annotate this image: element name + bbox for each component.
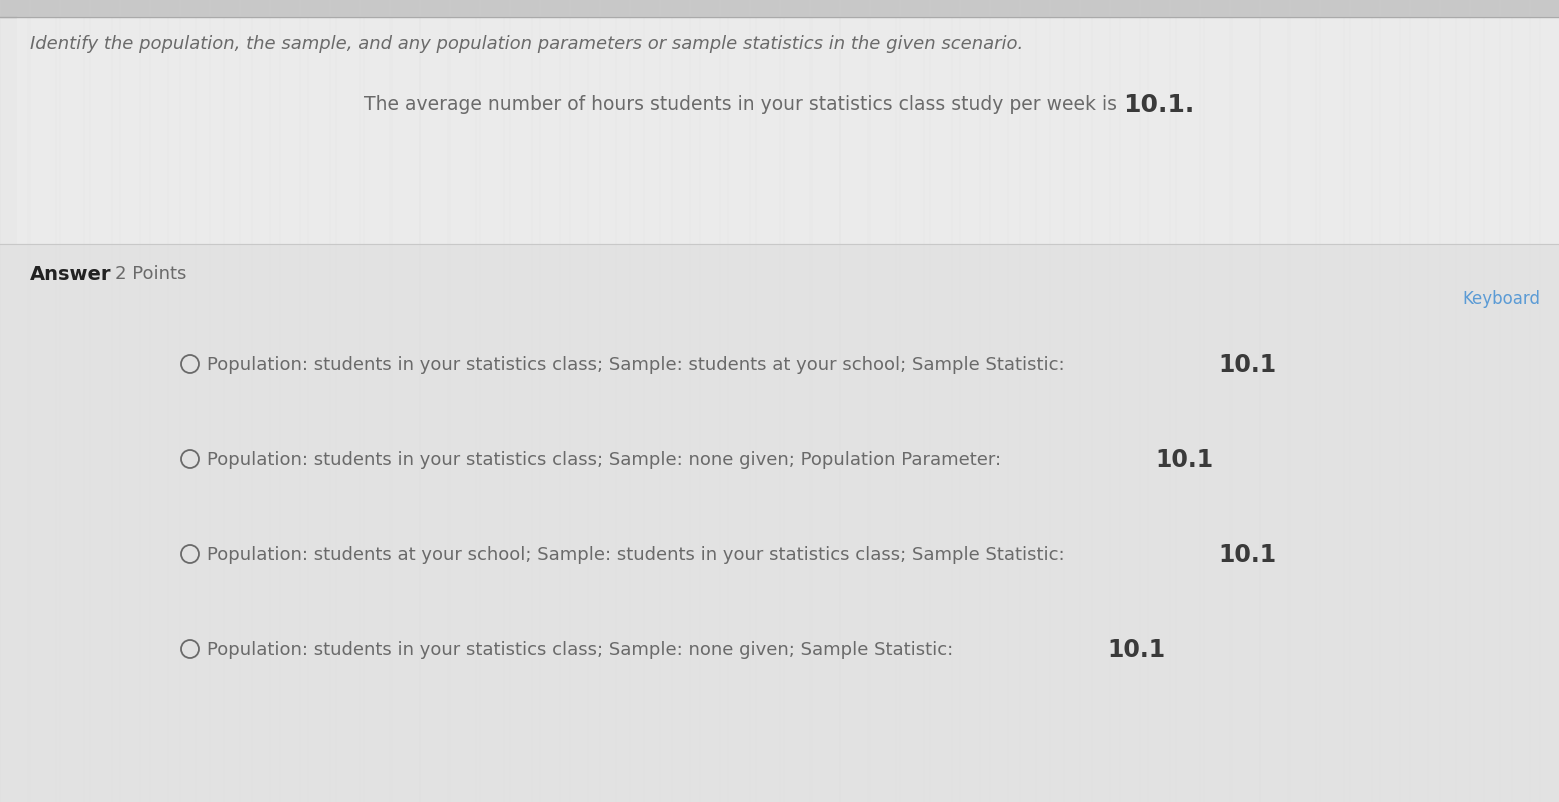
Bar — [0, 245, 1559, 802]
Text: Identify the population, the sample, and any population parameters or sample sta: Identify the population, the sample, and… — [30, 35, 1023, 53]
Text: Population: students in your statistics class; Sample: none given; Population Pa: Population: students in your statistics … — [207, 451, 1007, 468]
Text: The average number of hours students in your statistics class study per week is: The average number of hours students in … — [363, 95, 1122, 115]
Text: Population: students in your statistics class; Sample: none given; Sample Statis: Population: students in your statistics … — [207, 640, 959, 658]
Text: Population: students in your statistics class; Sample: students at your school; : Population: students in your statistics … — [207, 355, 1071, 374]
Text: 2 Points: 2 Points — [115, 265, 187, 282]
Text: 10.1: 10.1 — [1219, 542, 1277, 566]
Text: 10.1: 10.1 — [1107, 638, 1166, 661]
Bar — [0, 0, 1559, 18]
Text: 10.1: 10.1 — [1155, 448, 1213, 472]
Text: 10.1.: 10.1. — [1122, 93, 1194, 117]
Bar — [17, 18, 1559, 245]
Text: Population: students at your school; Sample: students in your statistics class; : Population: students at your school; Sam… — [207, 545, 1071, 563]
Text: 10.1: 10.1 — [1219, 353, 1277, 376]
Text: Answer: Answer — [30, 265, 112, 284]
Text: Keyboard: Keyboard — [1462, 290, 1540, 308]
